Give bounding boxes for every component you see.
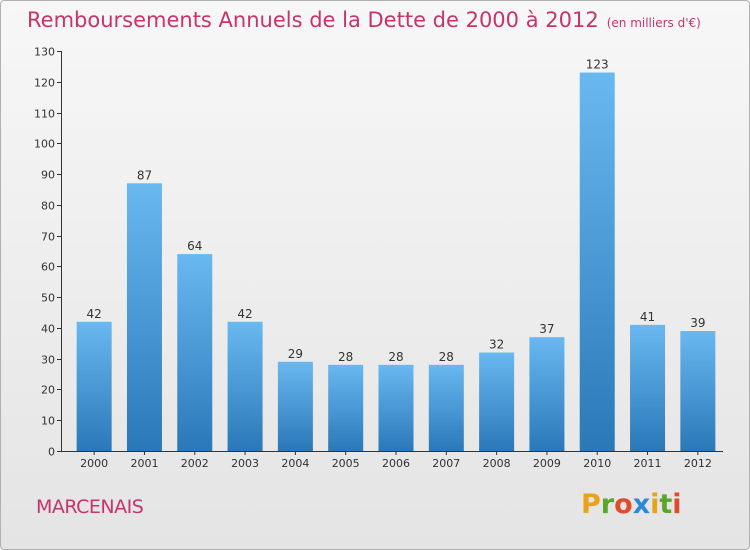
bar-2003	[227, 321, 263, 451]
data-label-2002: 64	[187, 239, 202, 253]
commune-name: MARCENAIS	[36, 496, 144, 518]
logo-letter: x	[632, 489, 651, 520]
bar-2000	[76, 321, 112, 451]
bar-2011	[630, 324, 666, 451]
bar-2006	[378, 364, 414, 451]
x-tick-label-2005: 2005	[332, 457, 360, 470]
x-tick-label-2012: 2012	[684, 457, 712, 470]
x-tick-label-2011: 2011	[634, 457, 662, 470]
bar-2010	[579, 72, 615, 452]
y-tick-label: 50	[41, 292, 55, 305]
data-label-2004: 29	[288, 347, 303, 361]
logo-letter: o	[614, 489, 633, 520]
proxiti-logo: Proxiti	[581, 489, 682, 520]
data-label-2008: 32	[489, 338, 504, 352]
bar-2009	[529, 337, 565, 451]
bar-2007	[428, 364, 464, 451]
bar-2008	[479, 352, 515, 451]
x-tick-label-2003: 2003	[231, 457, 259, 470]
x-tick-label-2002: 2002	[181, 457, 209, 470]
chart-title: Remboursements Annuels de la Dette de 20…	[27, 8, 701, 32]
y-tick-label: 70	[41, 231, 55, 244]
y-tick-label: 80	[41, 200, 55, 213]
logo-letter: i	[650, 489, 660, 520]
x-tick-label-2004: 2004	[281, 457, 309, 470]
logo-letter: t	[659, 489, 673, 520]
data-label-2006: 28	[388, 350, 403, 364]
data-label-2009: 37	[539, 322, 554, 336]
data-label-2011: 41	[640, 310, 655, 324]
y-tick-label: 30	[41, 354, 55, 367]
y-tick-label: 60	[41, 261, 55, 274]
logo-letter: r	[600, 489, 615, 520]
y-tick-label: 20	[41, 384, 55, 397]
x-tick-label-2000: 2000	[80, 457, 108, 470]
x-tick-label-2007: 2007	[432, 457, 460, 470]
bar-2002	[177, 254, 213, 451]
x-tick-label-2010: 2010	[583, 457, 611, 470]
y-tick-label: 40	[41, 323, 55, 336]
chart-title-text: Remboursements Annuels de la Dette de 20…	[27, 8, 599, 32]
data-label-2005: 28	[338, 350, 353, 364]
data-label-2000: 42	[87, 307, 102, 321]
data-label-2007: 28	[439, 350, 454, 364]
y-tick-label: 120	[34, 77, 55, 90]
bar-2001	[126, 183, 162, 452]
logo-letter: i	[672, 489, 682, 520]
bar-2004	[277, 361, 313, 451]
chart-axes: 0 10 20 30 40 50 60 70 80 90 100 110 120 130	[34, 46, 723, 459]
y-tick-label: 130	[34, 46, 55, 59]
x-tick-label-2008: 2008	[483, 457, 511, 470]
bar-2005	[328, 364, 364, 451]
data-label-2012: 39	[690, 316, 705, 330]
x-tick-label-2001: 2001	[130, 457, 158, 470]
logo-letter: P	[581, 489, 601, 520]
data-label-2003: 42	[237, 307, 252, 321]
x-tick-label-2009: 2009	[533, 457, 561, 470]
chart-subtitle: (en milliers d'€)	[606, 16, 701, 30]
y-tick-label: 110	[34, 108, 55, 121]
y-tick-label: 100	[34, 138, 55, 151]
data-label-2001: 87	[137, 168, 152, 182]
data-label-2010: 123	[586, 58, 609, 72]
y-tick-label: 90	[41, 169, 55, 182]
bar-2012	[680, 331, 716, 451]
chart-labels: 42 2000 87 2001 64 2002 42 2003 29 2004 28 2005 28 20…	[80, 58, 712, 470]
y-tick-label: 0	[48, 446, 55, 459]
x-tick-label-2006: 2006	[382, 457, 410, 470]
chart-bars	[76, 72, 716, 452]
y-tick-label: 10	[41, 415, 55, 428]
